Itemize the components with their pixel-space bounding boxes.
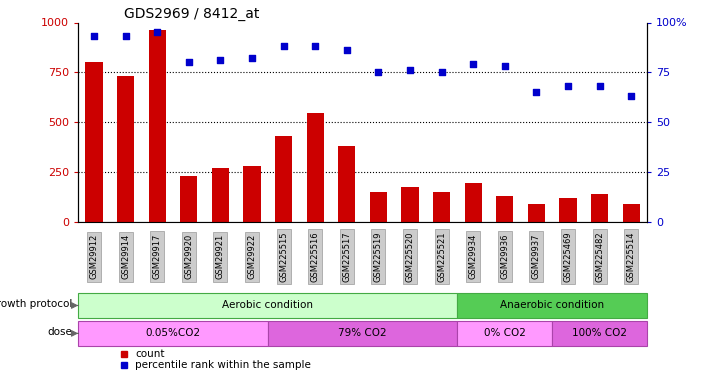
Text: dose: dose — [48, 327, 73, 337]
Text: GSM29914: GSM29914 — [121, 234, 130, 279]
Text: Aerobic condition: Aerobic condition — [223, 300, 314, 310]
Point — [468, 62, 479, 68]
Text: GDS2969 / 8412_at: GDS2969 / 8412_at — [124, 8, 259, 21]
Point — [405, 68, 416, 74]
Bar — [180, 176, 198, 222]
Text: GSM29934: GSM29934 — [469, 234, 478, 279]
Text: percentile rank within the sample: percentile rank within the sample — [135, 360, 311, 370]
Bar — [370, 192, 387, 222]
Text: GSM29922: GSM29922 — [247, 234, 257, 279]
Text: GSM225469: GSM225469 — [564, 231, 572, 282]
Bar — [457, 321, 552, 346]
Text: Anaerobic condition: Anaerobic condition — [500, 300, 604, 310]
Bar — [528, 204, 545, 222]
Text: GSM225515: GSM225515 — [279, 231, 288, 282]
Point — [562, 83, 574, 89]
Bar — [464, 183, 482, 222]
Bar — [275, 136, 292, 222]
Point — [594, 83, 605, 89]
Point — [88, 33, 100, 39]
Text: GSM225521: GSM225521 — [437, 231, 446, 282]
Point — [120, 33, 132, 39]
Text: GSM225519: GSM225519 — [374, 231, 383, 282]
Point — [530, 89, 542, 95]
Point — [499, 63, 510, 69]
Bar — [401, 187, 419, 222]
Point — [151, 30, 163, 36]
Bar — [212, 168, 229, 222]
Text: 0.05%CO2: 0.05%CO2 — [146, 328, 201, 338]
Point — [626, 93, 637, 99]
Bar — [591, 194, 609, 222]
Text: growth protocol: growth protocol — [0, 299, 73, 309]
Bar — [496, 196, 513, 222]
Bar — [552, 321, 647, 346]
Text: GSM225514: GSM225514 — [626, 231, 636, 282]
Bar — [117, 76, 134, 222]
Text: GSM29920: GSM29920 — [184, 234, 193, 279]
Bar — [623, 204, 640, 222]
Bar — [306, 113, 324, 222]
Text: 0% CO2: 0% CO2 — [484, 328, 525, 338]
Text: GSM29936: GSM29936 — [501, 234, 509, 279]
Point — [309, 44, 321, 50]
Text: GSM225517: GSM225517 — [342, 231, 351, 282]
Bar — [78, 293, 457, 318]
Bar — [338, 146, 356, 222]
Text: GSM29917: GSM29917 — [153, 234, 161, 279]
Point — [341, 47, 353, 53]
Bar — [560, 198, 577, 222]
Point — [373, 69, 384, 75]
Text: count: count — [135, 349, 164, 359]
Point — [246, 56, 257, 62]
Bar — [457, 293, 647, 318]
Text: GSM29921: GSM29921 — [216, 234, 225, 279]
Point — [183, 59, 195, 65]
Text: GSM225516: GSM225516 — [311, 231, 320, 282]
Bar — [85, 62, 102, 222]
Bar — [243, 166, 261, 222]
Text: GSM29912: GSM29912 — [90, 234, 99, 279]
Point — [436, 69, 447, 75]
Bar — [433, 192, 450, 222]
Text: GSM225520: GSM225520 — [405, 231, 415, 282]
Text: 100% CO2: 100% CO2 — [572, 328, 627, 338]
Text: GSM29937: GSM29937 — [532, 234, 541, 279]
Point — [278, 44, 289, 50]
Bar — [78, 321, 268, 346]
Bar — [268, 321, 457, 346]
Text: 79% CO2: 79% CO2 — [338, 328, 387, 338]
Bar — [149, 30, 166, 222]
Text: GSM225482: GSM225482 — [595, 231, 604, 282]
Point — [215, 57, 226, 63]
